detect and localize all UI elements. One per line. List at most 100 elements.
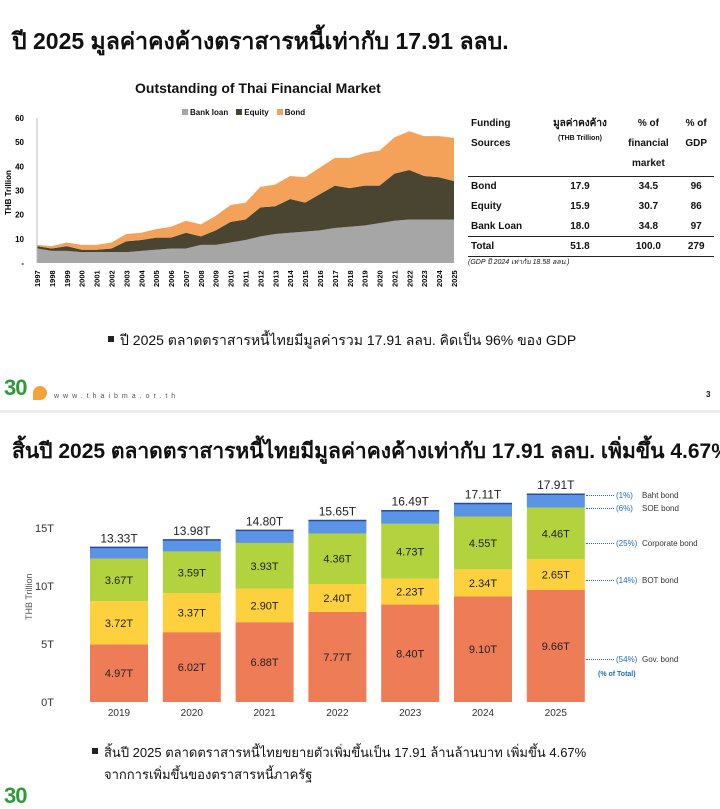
bar-segment-gov-bond [235, 622, 294, 702]
bar-segment-gov-bond [454, 596, 512, 702]
legend-bank-loan: Bank loan [182, 108, 228, 117]
slide-divider [0, 410, 720, 413]
segment-label: 3.93T [251, 561, 279, 573]
table-row: Bank Loan 18.0 34.8 97 [468, 217, 714, 237]
segment-label: 6.02T [178, 662, 206, 674]
segment-label: 3.67T [105, 575, 133, 587]
table-row: Bond 17.9 34.5 96 [468, 177, 714, 197]
segment-label: 4.55T [469, 538, 497, 550]
segment-label: 3.59T [178, 567, 206, 579]
x-tick-label: 2014 [286, 269, 295, 287]
x-tick-label: 1999 [63, 270, 72, 287]
legend-bond: Bond [276, 108, 305, 117]
table-cell: 96 [690, 181, 702, 193]
x-tick-label: 2022 [405, 270, 414, 287]
footer-url[interactable]: www.thaibma.or.th [54, 393, 180, 400]
bar-chart: 0T 5T 10T 15T THB Trillion 4.97T 3.72T 3.67T 13.… [24, 478, 585, 719]
table-cell: 18.0 [570, 220, 590, 232]
x-tick-label: 2003 [122, 270, 131, 287]
x-tick-label: 2025 [545, 708, 568, 719]
bar-segment-soe-baht-bond [235, 530, 294, 543]
th-pct-market: % of financial market [618, 112, 679, 177]
x-tick-label: 1998 [48, 270, 57, 287]
area-chart-legend: Bank loan Equity Bond [182, 108, 305, 117]
table-cell: 100.0 [618, 236, 679, 257]
segment-label: 4.97T [105, 668, 133, 680]
gdp-note: (GDP ปี 2024 เท่ากับ 18.58 ลลบ.) [468, 259, 570, 266]
x-tick-label: 2012 [256, 270, 265, 287]
table-cell: Bond [471, 181, 497, 193]
y-axis-label: THB Trillion [24, 573, 34, 620]
table-cell: Bank Loan [471, 220, 523, 232]
bar-total-label: 13.98T [173, 524, 211, 538]
y-tick-label: 50 [15, 138, 24, 147]
segment-label: 4.36T [323, 554, 351, 566]
y-tick-label: 5T [41, 639, 54, 651]
slide1-bullet: ปี 2025 ตลาดตราสารหนี้ไทยมีมูลค่ารวม 17.… [108, 330, 576, 352]
bar-segment-bot-bond [308, 584, 367, 612]
table-cell: 17.9 [570, 181, 590, 193]
bar-segment-corporate-bond [526, 507, 585, 560]
x-tick-label: 2009 [212, 270, 221, 287]
bar-segment-corporate-bond [90, 558, 148, 602]
x-tick-label: 2023 [399, 708, 422, 719]
annotation-bot-bond: (14%) BOT bond [586, 576, 678, 585]
segment-label: 2.34T [469, 578, 497, 590]
x-tick-label: 2002 [107, 270, 116, 287]
bar-total-label: 13.33T [100, 531, 138, 545]
bar-total-label: 17.91T [537, 478, 575, 492]
bar-segment-soe-baht-bond [454, 503, 512, 517]
th-funding: Funding Sources [468, 112, 542, 177]
leader-line [586, 508, 614, 509]
page-number: 3 [706, 390, 711, 399]
leader-line [586, 543, 614, 544]
bar-segment-gov-bond [90, 644, 148, 702]
legend-equity: Equity [236, 108, 269, 117]
x-tick-label: 2011 [242, 271, 251, 287]
segment-label: 2.23T [396, 587, 424, 599]
table-cell: 15.9 [570, 201, 590, 212]
area-equity [37, 169, 454, 253]
bar-segment-bot-bond [526, 559, 585, 590]
bar-segment-bot-bond [90, 601, 148, 645]
x-tick-label: 2021 [253, 708, 276, 719]
annotation-baht-bond: (1%) Baht bond [586, 491, 678, 500]
leader-line [586, 659, 614, 660]
slide1-title: ปี 2025 มูลค่าคงค้างตราสารหนี้เท่ากับ 17… [12, 28, 509, 54]
y-tick-label: 0T [41, 697, 54, 709]
table-cell: 34.5 [638, 181, 659, 193]
table-cell: 34.8 [638, 220, 659, 232]
bar-segment-gov-bond [162, 632, 221, 702]
slide2-bullet-line2: จากการเพิ่มขึ้นของตราสารหนี้ภาครัฐ [104, 767, 313, 782]
annotation-name: BOT bond [642, 576, 679, 585]
segment-label: 3.37T [178, 608, 206, 620]
annotation-corporate-bond: (25%) Corporate bond [586, 539, 698, 548]
bar-segment-soe-baht-bond [526, 494, 585, 508]
segment-label: 2.90T [251, 600, 279, 612]
segment-label: 2.65T [542, 570, 570, 582]
annotation-soe-bond: (6%) SOE bond [586, 504, 679, 513]
x-tick-label: 2025 [450, 270, 459, 287]
slide2-title: สิ้นปี 2025 ตลาดตราสารหนี้ไทยมีมูลค่าคงค… [12, 440, 720, 463]
leader-line [586, 495, 614, 496]
th-pct-gdp: % of GDP [678, 112, 714, 177]
table-cell: Total [468, 236, 542, 257]
segment-label: 3.72T [105, 618, 133, 630]
x-tick-label: 2024 [472, 708, 495, 719]
x-tick-label: 2024 [435, 269, 444, 287]
y-tick-label: 15T [35, 523, 54, 535]
segment-label: 8.40T [396, 648, 424, 660]
x-tick-label: 2018 [346, 270, 355, 287]
annotation-pct: (54%) [616, 655, 638, 664]
y-tick-label: 10T [35, 581, 54, 593]
x-tick-label: 2006 [167, 270, 176, 287]
pct-of-total-note: (% of Total) [598, 671, 636, 678]
bar-segment-bot-bond [235, 588, 294, 623]
y-tick-label: 10 [15, 235, 24, 244]
annotation-name: Baht bond [642, 491, 679, 500]
x-tick-label: 2017 [331, 270, 340, 287]
bar-segment-bot-bond [454, 569, 512, 597]
bar-segment-bot-bond [162, 593, 221, 633]
bar-segment-corporate-bond [454, 516, 512, 570]
annotation-pct: (1%) [616, 491, 633, 500]
